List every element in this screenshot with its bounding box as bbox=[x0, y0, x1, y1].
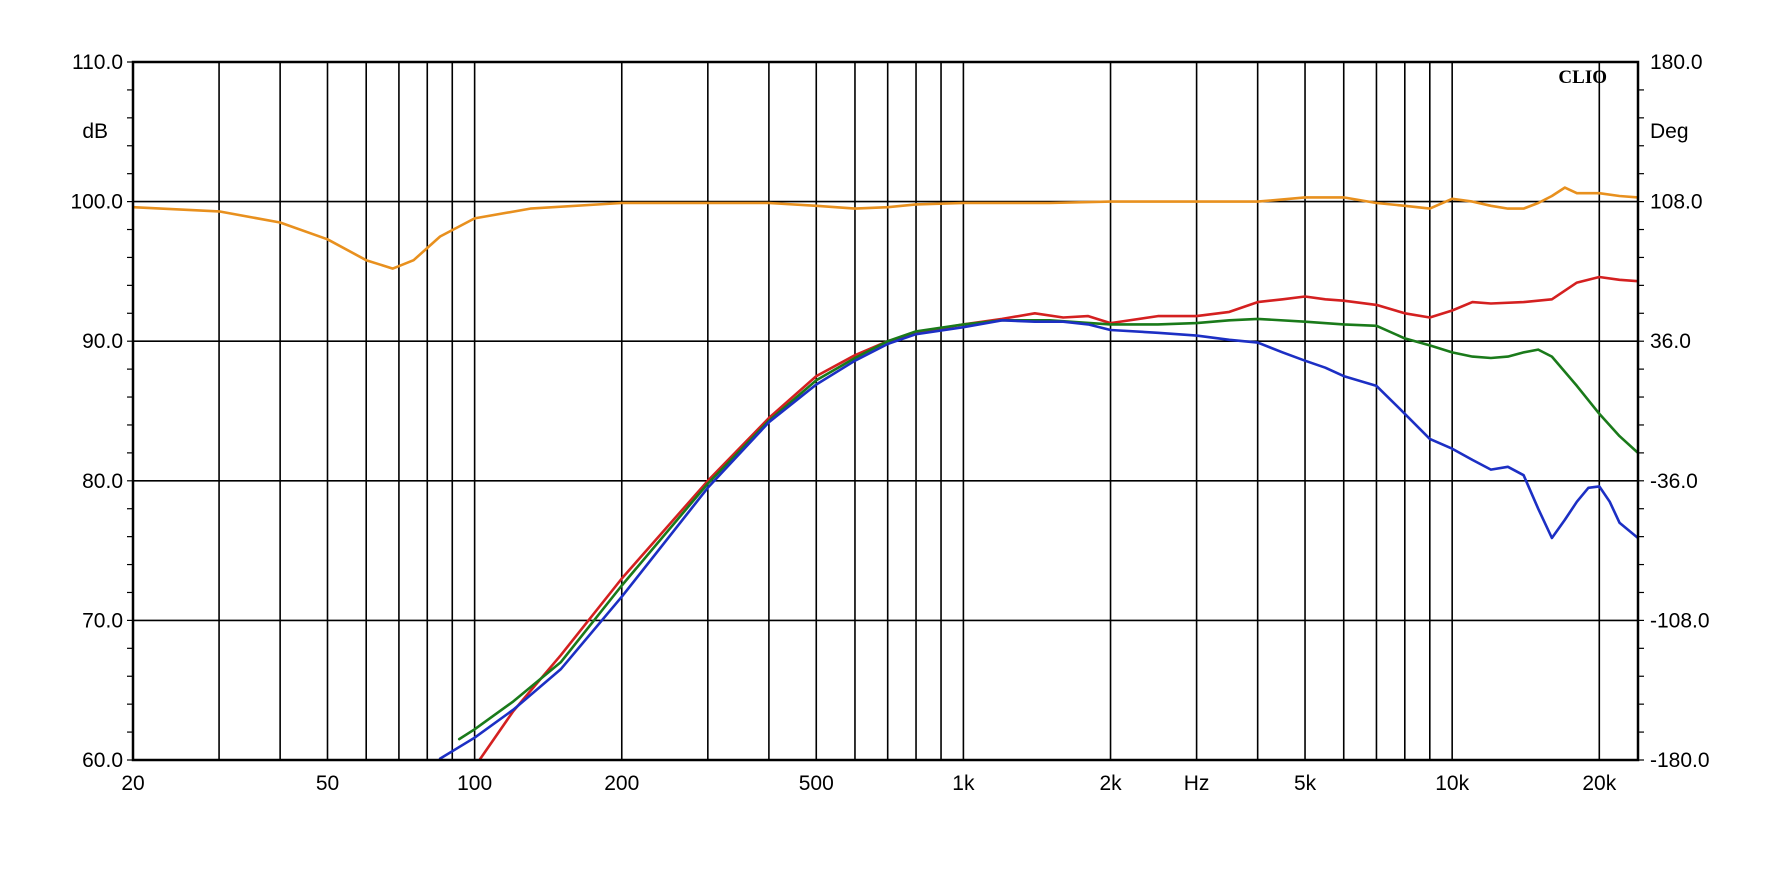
x-tick-label: 2k bbox=[1099, 772, 1122, 795]
left-tick-label: 90.0 bbox=[82, 330, 123, 353]
response-curve bbox=[457, 317, 1638, 741]
left-tick-label: 70.0 bbox=[82, 609, 123, 632]
response-curve bbox=[477, 275, 1638, 760]
right-tick-label: 108.0 bbox=[1650, 191, 1703, 214]
x-tick-label: 100 bbox=[457, 772, 492, 795]
axis-labels: dB Deg CLIO 110.0 100.0 90.0 80.0 70.0 60.0 18… bbox=[70, 51, 1709, 795]
x-tick-label: 50 bbox=[316, 772, 339, 795]
left-tick-label: 110.0 bbox=[72, 51, 123, 74]
x-tick-label: 1k bbox=[952, 772, 975, 795]
x-tick-label: 200 bbox=[604, 772, 639, 795]
right-tick-label: -108.0 bbox=[1650, 609, 1710, 632]
x-tick-label: 10k bbox=[1435, 772, 1469, 795]
right-tick-label: -36.0 bbox=[1650, 470, 1698, 493]
x-tick-label: 20k bbox=[1582, 772, 1616, 795]
x-tick-label: 20 bbox=[121, 772, 144, 795]
clio-brand-logo: CLIO bbox=[1558, 67, 1607, 88]
right-axis-unit: Deg bbox=[1650, 120, 1689, 143]
curves bbox=[133, 186, 1638, 760]
left-tick-label: 100.0 bbox=[70, 191, 123, 214]
right-tick-label: 180.0 bbox=[1650, 51, 1703, 74]
x-tick-label: 5k bbox=[1294, 772, 1317, 795]
plot-frame bbox=[131, 60, 1640, 762]
left-tick-label: 80.0 bbox=[82, 470, 123, 493]
response-curve bbox=[438, 319, 1638, 760]
right-tick-label: 36.0 bbox=[1650, 330, 1691, 353]
left-tick-label: 60.0 bbox=[82, 749, 123, 772]
response-curve bbox=[133, 186, 1638, 270]
right-tick-label: -180.0 bbox=[1650, 749, 1710, 772]
grid bbox=[127, 61, 1644, 761]
x-axis-unit-label: Hz bbox=[1184, 772, 1210, 795]
left-axis-unit: dB bbox=[82, 120, 108, 143]
x-tick-label: 500 bbox=[799, 772, 834, 795]
